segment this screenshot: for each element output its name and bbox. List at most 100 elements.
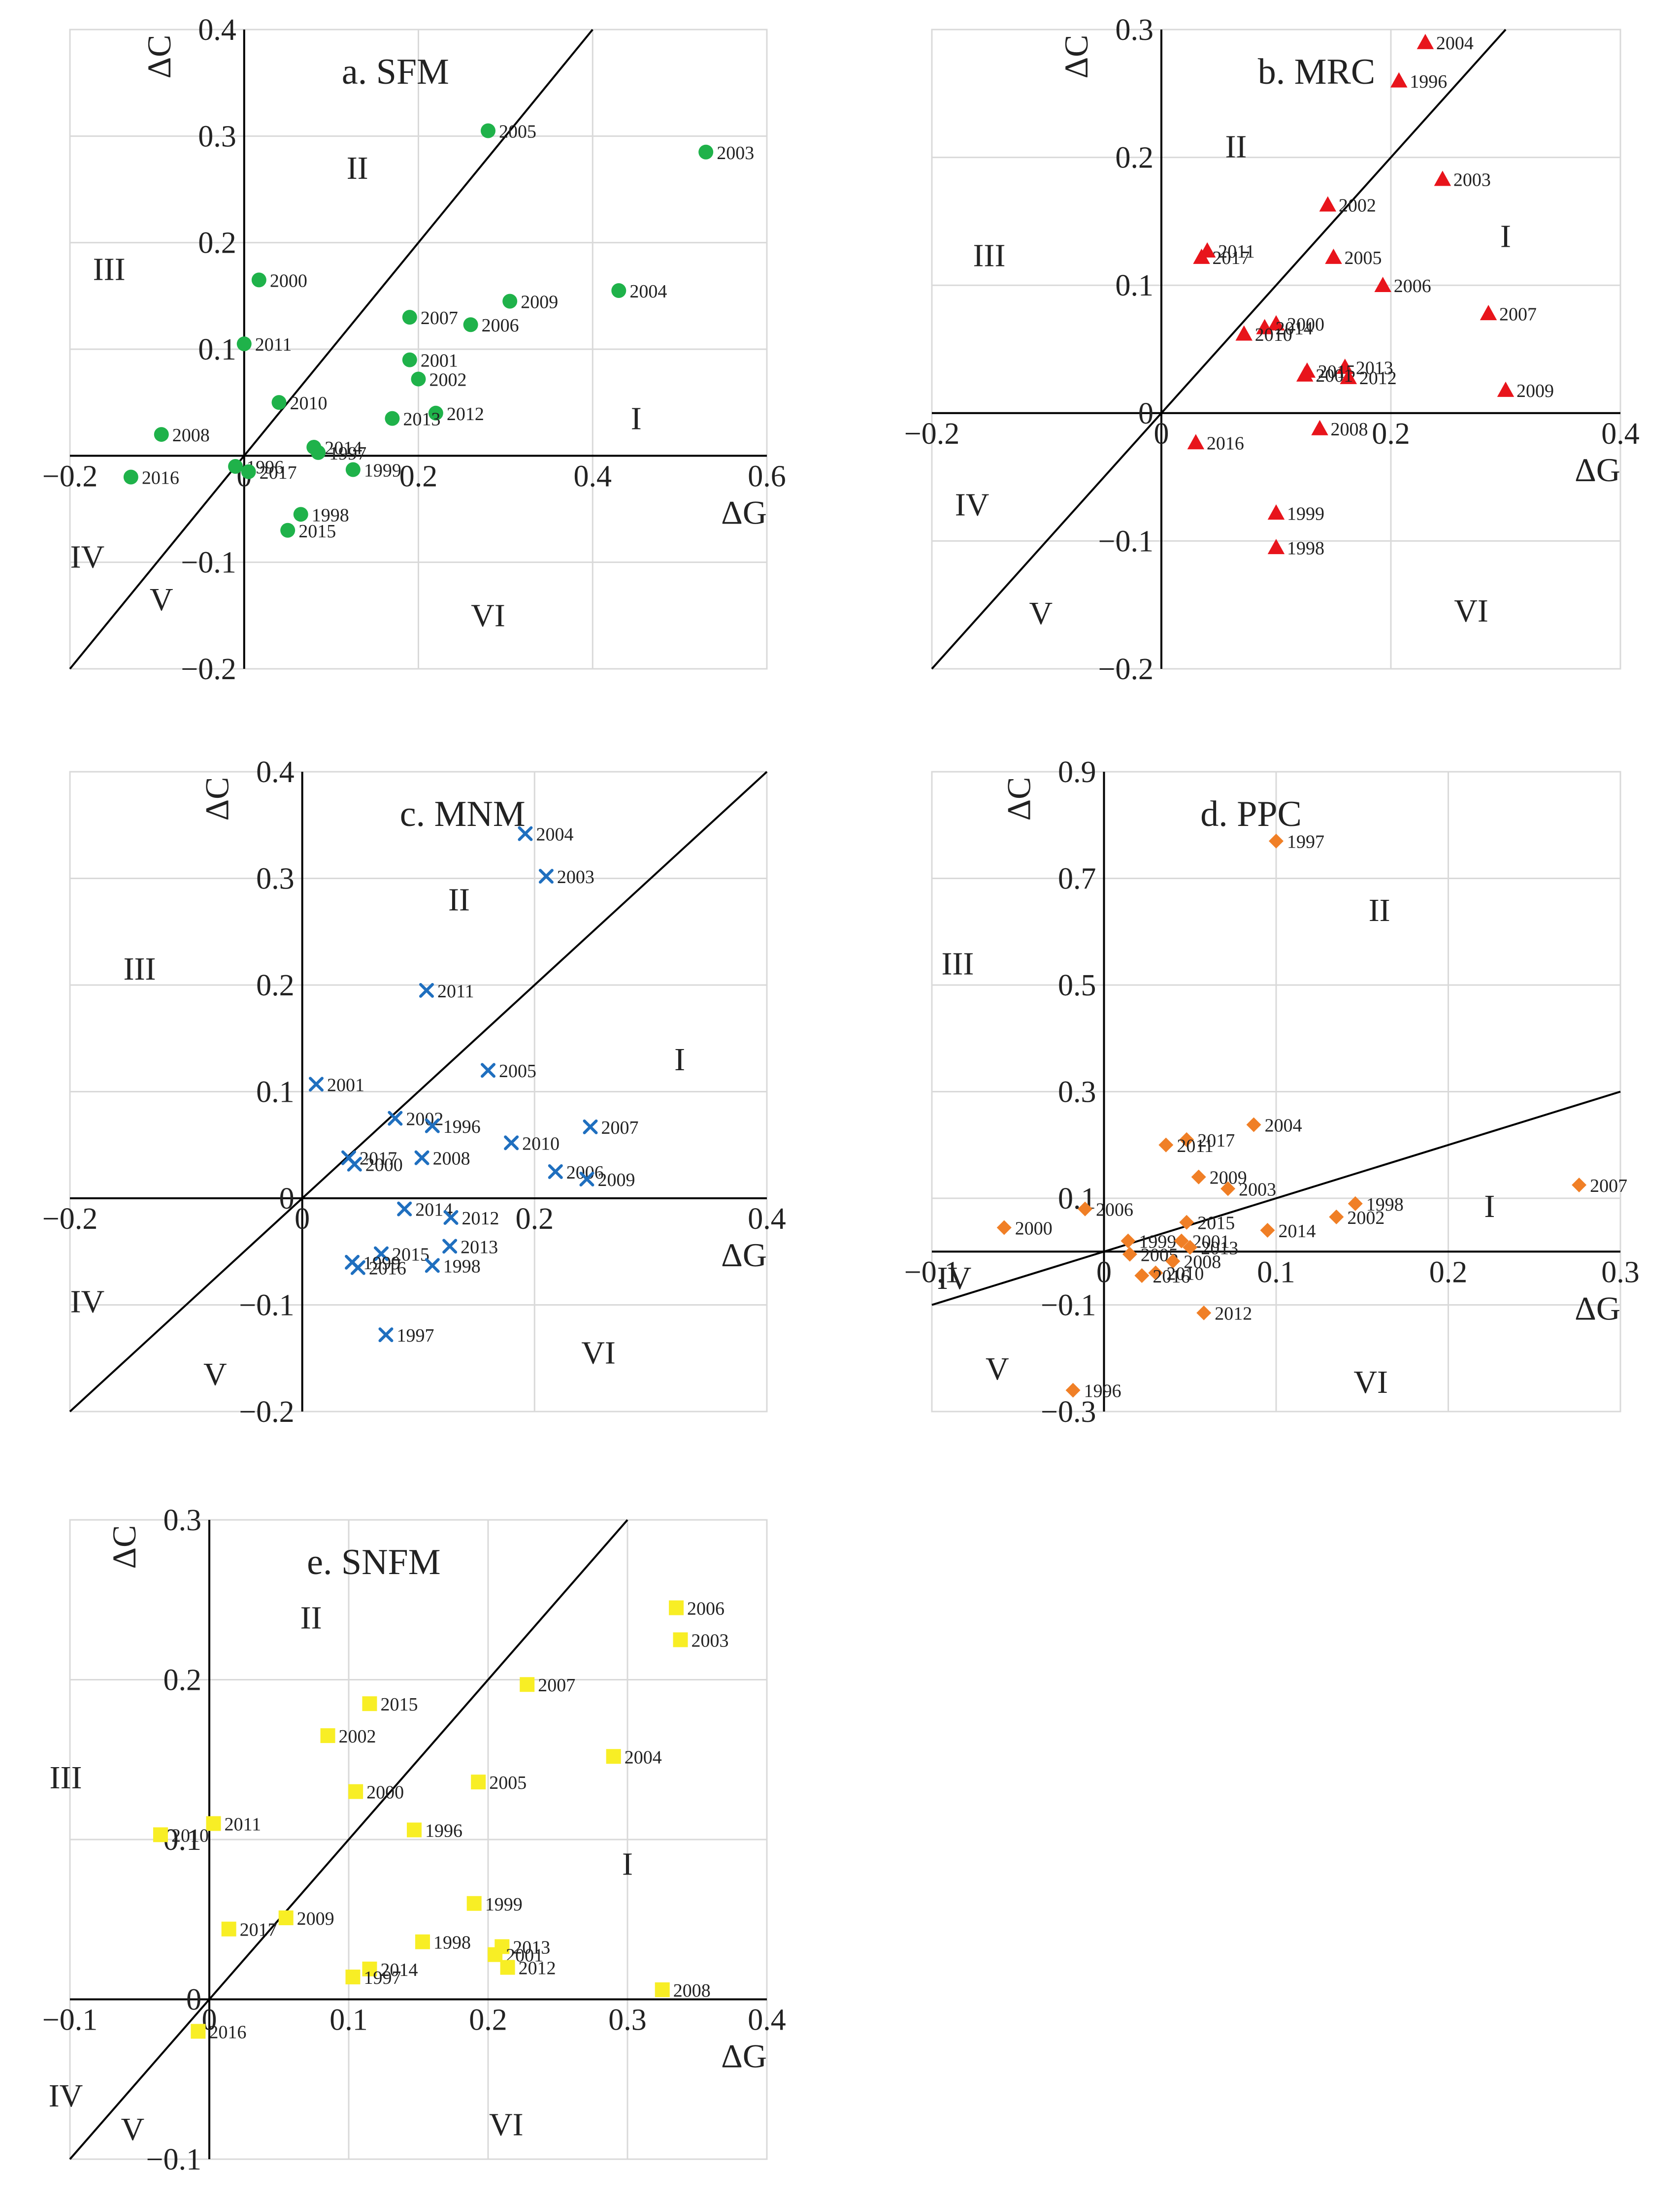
panel-c-y-tick-label: 0.1 [256, 1076, 295, 1109]
panel-a-point-label: 1998 [312, 505, 349, 526]
panel-a-region-label: III [93, 251, 126, 287]
panel-a-data-point [611, 283, 626, 298]
panel-a-data-point [123, 469, 138, 485]
panel-e-data-point [415, 1934, 430, 1949]
panel-a-x-tick-label: 0.4 [574, 460, 612, 493]
panel-b-data-point [1296, 366, 1314, 382]
panel-a-data-point [293, 507, 308, 522]
panel-c-region-label: V [203, 1356, 227, 1392]
panel-d-data-point [1191, 1169, 1206, 1184]
panel-b-reference-line [931, 29, 1507, 670]
panel-a-data-point [241, 464, 256, 479]
panel-a-y-tick-label: 0.1 [198, 333, 236, 366]
panel-e-y-tick-label: 0.2 [164, 1664, 202, 1697]
panel-d-point-label: 2015 [1197, 1213, 1235, 1234]
panel-b-data-point [1434, 170, 1451, 186]
panel-e-x-tick-label: 0.2 [469, 2004, 507, 2037]
panel-e-region-label: I [622, 1846, 633, 1882]
panel-d-data-point [1183, 1240, 1198, 1255]
panel-d-reference-line [931, 1090, 1621, 1306]
panel-a-data-point [251, 272, 266, 288]
panel-e-point-label: 2015 [380, 1694, 418, 1715]
panel-e-region-label: III [50, 1760, 82, 1796]
panel-a-point-label: 1999 [364, 460, 401, 481]
panel-b-region-label: III [973, 237, 1006, 273]
panel-e-point-label: 2009 [297, 1908, 334, 1929]
panel-e-x-tick-label: −0.1 [42, 2004, 98, 2037]
panel-b-data-point [1267, 315, 1285, 330]
panel-c-point-label: 1998 [443, 1256, 481, 1277]
panel-c-data-point [374, 1246, 389, 1261]
panel-b-point-label: 1996 [1410, 71, 1447, 92]
panel-a-y-tick-label: 0.4 [198, 13, 236, 47]
panel-d-y-tick-label: −0.3 [1041, 1395, 1096, 1429]
panel-d-y-tick-label: 0.5 [1058, 969, 1096, 1002]
panel-e-y-tick-label: 0 [186, 1983, 201, 2017]
panel-e-data-point [655, 1982, 670, 1998]
panel-a-data-point [502, 294, 518, 309]
panel-c-plot-frame [69, 771, 768, 1413]
panel-e-point-label: 2007 [538, 1675, 575, 1696]
panel-c-point-label: 1996 [443, 1117, 481, 1137]
panel-d-region-label: I [1484, 1188, 1495, 1224]
panel-c-data-point [308, 1077, 324, 1092]
panel-e-data-point [500, 1960, 515, 1975]
panel-b-x-tick-label: 0.4 [1601, 417, 1640, 451]
panel-b-point-label: 2006 [1394, 276, 1431, 296]
panel-a-x-tick-label: 0.2 [399, 460, 438, 493]
panel-d-data-point [1196, 1305, 1212, 1320]
panel-e-data-point [362, 1961, 377, 1976]
panel-c-data-point [425, 1118, 440, 1133]
panel-b-point-label: 2011 [1218, 241, 1255, 262]
panel-c-y-tick-label: 0 [279, 1182, 295, 1216]
panel-e-data-point [488, 1947, 503, 1962]
panel-e-region-label: VI [489, 2106, 524, 2142]
panel-d-data-point [1122, 1247, 1137, 1262]
panel-e-y-tick-label: −0.1 [146, 2143, 201, 2176]
panel-c-data-point [518, 826, 533, 841]
panel-a-point-label: 2000 [270, 270, 307, 291]
panel-d-y-axis-label: ΔC [1000, 777, 1038, 821]
panel-d-point-label: 2000 [1015, 1218, 1053, 1239]
panel-e-data-point [153, 1827, 168, 1842]
panel-a-x-axis-label: ΔG [721, 493, 767, 531]
panel-e-point-label: 2000 [366, 1782, 404, 1803]
panel-d-title: d. PPC [1200, 794, 1302, 834]
panel-e-point-label: 1999 [485, 1894, 523, 1915]
panel-a-point-label: 2007 [421, 308, 458, 329]
panel-e-data-point [362, 1696, 377, 1711]
panel-e-point-label: 2012 [519, 1958, 556, 1979]
panel-d-x-tick-label: 0.1 [1257, 1255, 1295, 1289]
panel-e-region-label: II [300, 1600, 322, 1636]
panel-e-data-point [206, 1816, 221, 1831]
panel-a-data-point [428, 405, 443, 421]
panel-e-data-point [471, 1775, 486, 1790]
panel-b-data-point [1497, 381, 1515, 397]
panel-b-region-label: IV [955, 487, 989, 523]
panel-b-data-point [1187, 434, 1205, 450]
panel-e-point-label: 2011 [224, 1814, 261, 1835]
panel-b-data-point [1267, 504, 1285, 520]
panel-c-y-tick-label: 0.2 [256, 969, 295, 1002]
panel-a-point-label: 2017 [260, 462, 297, 483]
panel-d-data-point [1134, 1268, 1150, 1283]
panel-a-point-label: 2004 [629, 281, 667, 302]
panel-e-x-tick-label: 0.1 [329, 2004, 368, 2037]
panel-b-y-tick-label: 0 [1138, 397, 1153, 430]
panel-e-y-axis-label: ΔC [105, 1525, 143, 1569]
panel-c-point-label: 2012 [462, 1208, 499, 1229]
panel-b-point-label: 2017 [1213, 248, 1250, 268]
panel-b-region-label: V [1029, 595, 1053, 631]
panel-b-point-label: 2008 [1331, 419, 1368, 440]
panel-a-x-tick-label: 0.6 [748, 460, 786, 493]
panel-e-point-label: 2003 [692, 1630, 729, 1651]
panel-d-region-label: II [1369, 892, 1390, 928]
chart-panel-a: −0.200.20.40.6−0.2−0.10.10.20.30.4ΔGΔCa.… [42, 13, 786, 686]
panel-a-data-point [402, 352, 417, 367]
panel-d-data-point [1078, 1201, 1093, 1217]
panel-d-point-label: 1997 [1287, 832, 1324, 853]
panel-e-region-label: IV [49, 2078, 83, 2114]
panel-b-point-label: 2009 [1516, 381, 1554, 401]
